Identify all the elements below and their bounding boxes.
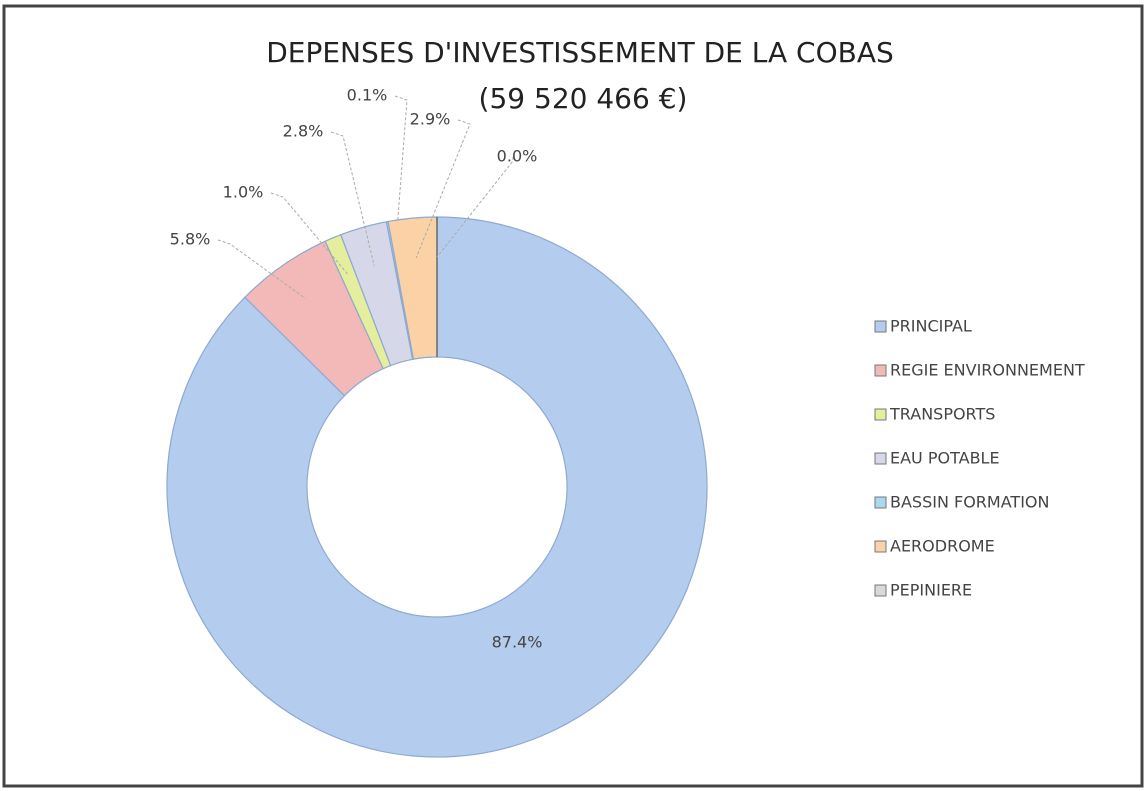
data-label: 0.0%	[497, 147, 538, 166]
leader-line	[436, 157, 514, 258]
legend-label: BASSIN FORMATION	[890, 493, 1049, 512]
data-label: 5.8%	[170, 230, 211, 249]
legend-swatch	[874, 584, 887, 597]
legend-label: AERODROME	[890, 537, 995, 556]
chart-title: DEPENSES D'INVESTISSEMENT DE LA COBAS	[266, 36, 894, 69]
legend-swatch	[874, 540, 887, 553]
data-label: 87.4%	[492, 633, 543, 652]
leader-line	[394, 95, 408, 261]
leader-line	[415, 119, 471, 259]
data-label: 1.0%	[223, 183, 264, 202]
legend-label: REGIE ENVIRONNEMENT	[890, 361, 1085, 380]
legend-label: EAU POTABLE	[890, 449, 1000, 468]
data-label: 0.1%	[347, 86, 388, 105]
legend-label: PEPINIERE	[890, 581, 972, 600]
leader-line	[330, 131, 375, 266]
legend-swatch	[874, 320, 887, 333]
legend-swatch	[874, 452, 887, 465]
legend-label: PRINCIPAL	[890, 317, 972, 336]
leader-line	[217, 239, 306, 299]
slice	[166, 216, 708, 758]
data-label: 2.9%	[410, 110, 451, 129]
legend-swatch	[874, 408, 887, 421]
data-label: 2.8%	[283, 122, 324, 141]
legend-label: TRANSPORTS	[889, 405, 995, 424]
leader-line	[270, 192, 349, 276]
chart-subtitle: (59 520 466 €)	[479, 82, 688, 115]
legend-swatch	[874, 496, 887, 509]
legend-swatch	[874, 364, 887, 377]
